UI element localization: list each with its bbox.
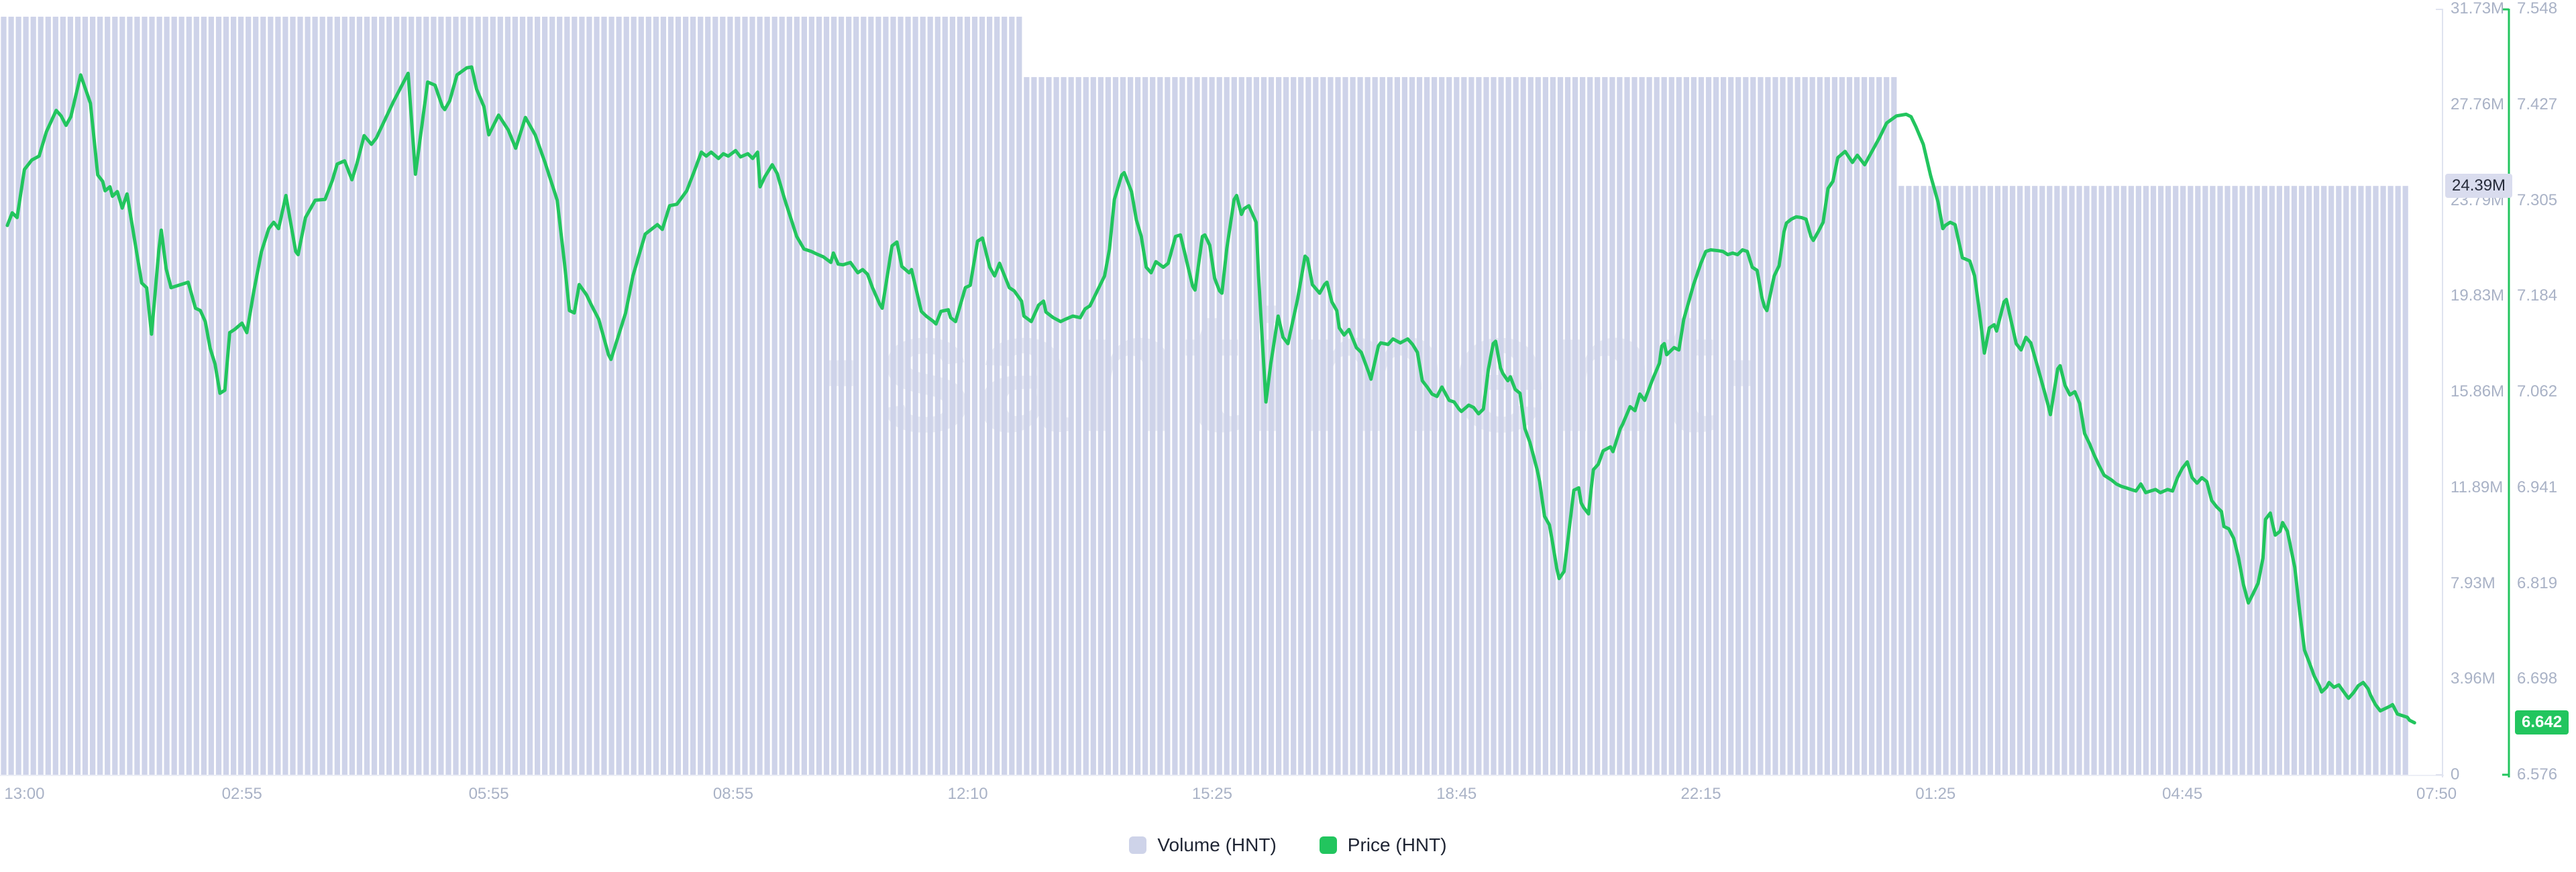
volume-current-badge: 24.39M (2445, 174, 2513, 198)
time-tick-label: 08:55 (712, 785, 753, 803)
volume-tick-label: 15.86M (2451, 382, 2505, 400)
price-tick-label: 7.305 (2517, 190, 2558, 209)
volume-tick-label: 19.83M (2451, 286, 2505, 305)
volume-tick-label: 27.76M (2451, 95, 2505, 113)
price-current-badge: 6.642 (2515, 710, 2569, 734)
time-tick-label: 13:00 (4, 785, 45, 803)
price-tick-label: 6.941 (2517, 478, 2558, 496)
chart-legend: Volume (HNT) Price (HNT) (0, 830, 2576, 860)
volume-bars (1, 16, 2408, 775)
time-tick-label: 07:50 (2416, 785, 2457, 803)
axis-lines (0, 8, 2510, 777)
time-tick-label: 22:15 (1680, 785, 1721, 803)
time-tick-label: 05:55 (468, 785, 509, 803)
legend-item-price[interactable]: Price (HNT) (1319, 834, 1447, 856)
time-tick-label: 04:45 (2162, 785, 2203, 803)
volume-tick-label: 3.96M (2451, 669, 2496, 688)
price-tick-label: 6.698 (2517, 669, 2558, 688)
price-swatch-icon (1319, 836, 1337, 854)
time-tick-label: 15:25 (1191, 785, 1232, 803)
legend-label-volume: Volume (HNT) (1157, 834, 1277, 855)
legend-label-price: Price (HNT) (1347, 834, 1447, 855)
volume-tick-label: 11.89M (2451, 478, 2504, 496)
price-tick-label: 6.576 (2517, 765, 2558, 783)
price-line (5, 65, 2416, 724)
price-tick-label: 7.062 (2517, 382, 2558, 400)
volume-tick-label: 0 (2451, 765, 2460, 783)
time-tick-label: 02:55 (221, 785, 262, 803)
price-tick-label: 7.427 (2517, 95, 2558, 113)
volume-tick-label: 7.93M (2451, 574, 2496, 592)
volume-swatch-icon (1129, 836, 1147, 854)
price-tick-label: 7.548 (2517, 0, 2558, 17)
price-tick-label: 6.819 (2517, 574, 2558, 592)
time-tick-label: 18:45 (1436, 785, 1477, 803)
time-tick-label: 01:25 (1915, 785, 1956, 803)
price-tick-label: 7.184 (2517, 286, 2558, 305)
legend-item-volume[interactable]: Volume (HNT) (1129, 834, 1277, 856)
time-tick-label: 12:10 (947, 785, 988, 803)
volume-tick-label: 31.73M (2451, 0, 2505, 17)
